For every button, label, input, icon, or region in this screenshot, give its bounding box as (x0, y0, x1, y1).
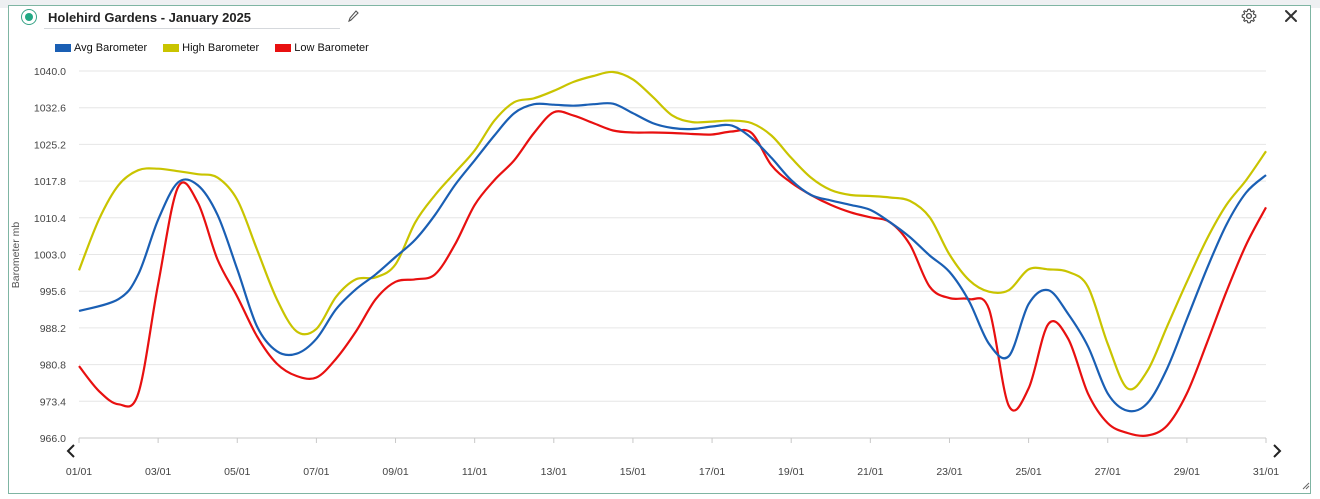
legend-label-avg: Avg Barometer (74, 42, 148, 54)
series-line-high-barometer[interactable] (77, 70, 1267, 391)
chevron-left-icon[interactable] (64, 442, 78, 460)
x-tick-label: 01/01 (66, 466, 92, 478)
y-tick-label: 1040.0 (34, 66, 66, 78)
x-tick-label: 29/01 (1174, 466, 1200, 478)
y-tick-label: 966.0 (40, 433, 66, 445)
x-tick-label: 17/01 (699, 466, 725, 478)
y-tick-label: 995.6 (40, 286, 66, 298)
legend-item-low[interactable]: Low Barometer (275, 42, 369, 54)
chart-panel (8, 5, 1311, 494)
x-tick-label: 09/01 (382, 466, 408, 478)
legend-label-low: Low Barometer (294, 42, 369, 54)
y-axis-ticks: 1040.0 1032.6 1025.2 1017.8 1010.4 1003.0 995.… (34, 66, 66, 445)
x-tick-label: 05/01 (224, 466, 250, 478)
legend-item-avg[interactable]: Avg Barometer (55, 42, 147, 54)
y-tick-label: 1010.4 (34, 213, 66, 225)
status-dot-icon[interactable] (21, 9, 37, 25)
y-tick-label: 1032.6 (34, 103, 66, 115)
series-lines (77, 70, 1267, 438)
y-axis-label: Barometer mb (10, 222, 22, 289)
legend-label-high: High Barometer (182, 42, 260, 54)
x-tick-label: 03/01 (145, 466, 171, 478)
y-tick-label: 1017.8 (34, 176, 66, 188)
series-line-avg-barometer[interactable] (78, 102, 1267, 413)
chart-title-input[interactable] (44, 7, 340, 29)
legend-swatch-high (163, 44, 180, 52)
legend-item-high[interactable]: High Barometer (163, 42, 259, 54)
chart-legend: Avg Barometer High Barometer Low Baromet… (55, 40, 369, 56)
x-tick-label: 31/01 (1253, 466, 1279, 478)
x-tick-label: 27/01 (1095, 466, 1121, 478)
x-axis-ticks: 01/01 03/01 05/01 07/01 09/01 11/01 13/01 15/01… (66, 438, 1279, 478)
gear-icon[interactable] (1240, 7, 1258, 25)
series-line-low-barometer[interactable] (78, 110, 1267, 438)
grid-lines (79, 70, 1266, 439)
y-tick-label: 973.4 (40, 396, 66, 408)
pencil-icon[interactable] (345, 8, 361, 24)
x-tick-label: 11/01 (462, 466, 488, 478)
y-tick-label: 1025.2 (34, 139, 66, 151)
x-tick-label: 25/01 (1015, 466, 1041, 478)
y-tick-label: 1003.0 (34, 250, 66, 262)
y-tick-label: 988.2 (40, 323, 66, 335)
legend-swatch-avg (55, 44, 71, 52)
chevron-right-icon[interactable] (1270, 442, 1284, 460)
resize-grip-icon[interactable] (1300, 480, 1310, 490)
x-tick-label: 19/01 (778, 466, 804, 478)
x-tick-label: 15/01 (620, 466, 646, 478)
x-tick-label: 21/01 (857, 466, 883, 478)
x-tick-label: 23/01 (936, 466, 962, 478)
y-tick-label: 980.8 (40, 360, 66, 372)
x-tick-label: 13/01 (541, 466, 567, 478)
close-icon[interactable] (1283, 8, 1299, 24)
top-strip (0, 0, 1320, 8)
legend-swatch-low (275, 44, 292, 52)
x-tick-label: 07/01 (303, 466, 329, 478)
